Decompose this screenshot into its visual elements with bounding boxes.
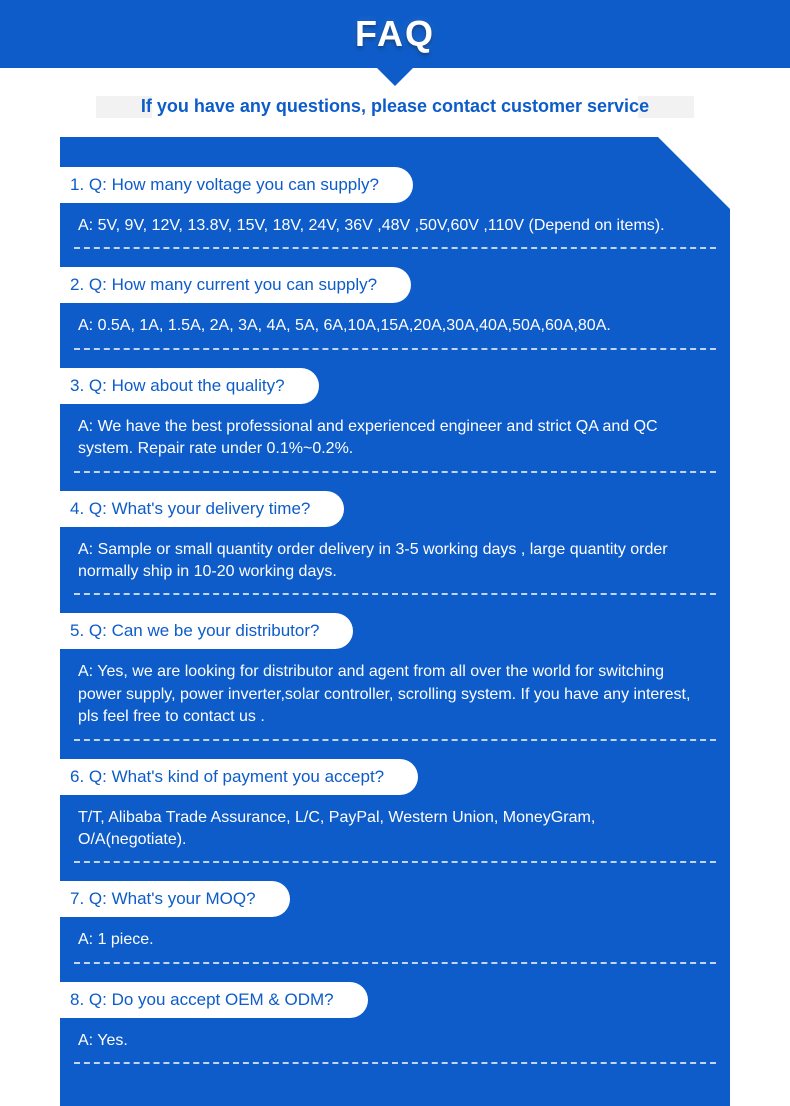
faq-question: 6. Q: What's kind of payment you accept? xyxy=(60,759,418,795)
header-arrow-icon xyxy=(377,68,413,86)
faq-panel: 1. Q: How many voltage you can supply? A… xyxy=(60,137,730,1106)
faq-title: FAQ xyxy=(355,13,435,55)
faq-question: 8. Q: Do you accept OEM & ODM? xyxy=(60,982,368,1018)
faq-item: 1. Q: How many voltage you can supply? A… xyxy=(74,167,716,249)
faq-question: 2. Q: How many current you can supply? xyxy=(60,267,411,303)
subtitle-bar: If you have any questions, please contac… xyxy=(0,88,790,125)
faq-item: 8. Q: Do you accept OEM & ODM? A: Yes. xyxy=(74,982,716,1064)
faq-answer: A: Sample or small quantity order delive… xyxy=(74,535,716,596)
faq-question: 1. Q: How many voltage you can supply? xyxy=(60,167,413,203)
faq-item: 5. Q: Can we be your distributor? A: Yes… xyxy=(74,613,716,740)
faq-item: 6. Q: What's kind of payment you accept?… xyxy=(74,759,716,864)
faq-item: 7. Q: What's your MOQ? A: 1 piece. xyxy=(74,881,716,963)
faq-answer: A: We have the best professional and exp… xyxy=(74,412,716,473)
faq-item: 3. Q: How about the quality? A: We have … xyxy=(74,368,716,473)
faq-question: 4. Q: What's your delivery time? xyxy=(60,491,344,527)
faq-question: 3. Q: How about the quality? xyxy=(60,368,319,404)
faq-item: 2. Q: How many current you can supply? A… xyxy=(74,267,716,349)
faq-answer: A: 0.5A, 1A, 1.5A, 2A, 3A, 4A, 5A, 6A,10… xyxy=(74,311,716,349)
faq-header: FAQ xyxy=(0,0,790,68)
faq-answer: A: 5V, 9V, 12V, 13.8V, 15V, 18V, 24V, 36… xyxy=(74,211,716,249)
panel-corner-cut xyxy=(658,137,730,209)
faq-question: 5. Q: Can we be your distributor? xyxy=(60,613,353,649)
faq-answer: A: 1 piece. xyxy=(74,925,716,963)
faq-answer: A: Yes, we are looking for distributor a… xyxy=(74,657,716,740)
faq-answer: T/T, Alibaba Trade Assurance, L/C, PayPa… xyxy=(74,803,716,864)
faq-answer: A: Yes. xyxy=(74,1026,716,1064)
faq-item: 4. Q: What's your delivery time? A: Samp… xyxy=(74,491,716,596)
subtitle-text: If you have any questions, please contac… xyxy=(141,96,649,116)
faq-question: 7. Q: What's your MOQ? xyxy=(60,881,290,917)
